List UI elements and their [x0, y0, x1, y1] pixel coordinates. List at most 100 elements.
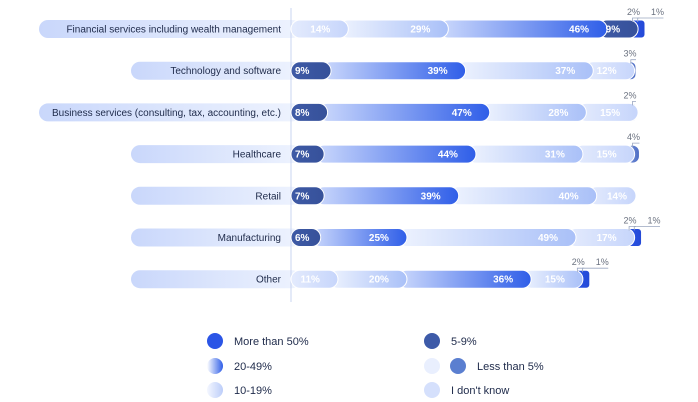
legend: More than 50% 5-9% 20-49% Less than 5% 10-19…	[207, 333, 544, 398]
bar-segment-5-9	[290, 144, 325, 164]
data-label: 15%	[597, 150, 617, 161]
category-pill	[131, 145, 301, 164]
category-label: Other	[256, 275, 282, 286]
data-label: 20%	[369, 275, 389, 286]
data-label: 17%	[597, 233, 617, 244]
bar-segment-5-9	[290, 102, 329, 122]
data-label: 9%	[606, 25, 621, 36]
callout-leader	[633, 226, 660, 231]
data-label: 7%	[295, 150, 310, 161]
callout-leader	[632, 142, 640, 148]
legend-swatch	[207, 382, 223, 398]
legend-label: 5-9%	[451, 336, 477, 348]
callout-label: 2%	[627, 7, 640, 17]
data-label: 39%	[421, 191, 441, 202]
callout-label: 2%	[623, 216, 636, 226]
legend-swatch	[207, 358, 223, 374]
data-label: 6%	[295, 233, 310, 244]
legend-swatch	[207, 333, 223, 349]
bar-row-business-services-consulting-tax-accounting-etc: 8% 47% 28% 15%2%	[290, 90, 639, 122]
category-label: Financial services including wealth mana…	[66, 25, 281, 36]
legend-item-i-don-t-know: I don't know	[424, 382, 509, 398]
legend-label: 10-19%	[234, 385, 272, 397]
bar-row-financial-services-including-wealth-management: 14% 29% 46% 9% 2% 1%	[290, 7, 664, 39]
data-label: 31%	[545, 150, 565, 161]
callout-leader	[637, 17, 664, 22]
callout-leader	[630, 59, 636, 64]
category-pill	[131, 186, 301, 205]
data-label: 15%	[545, 275, 565, 286]
legend-swatch	[424, 382, 440, 398]
callout-leader	[632, 17, 640, 22]
bar-segment-10-19	[338, 19, 449, 39]
bar-segment-i-don-t-know	[290, 269, 339, 289]
legend-label: More than 50%	[234, 336, 309, 348]
category-label: Retail	[255, 191, 281, 202]
data-label: 47%	[452, 108, 472, 119]
data-label: 9%	[295, 66, 310, 77]
bar-segment-10-19	[480, 102, 587, 122]
data-label: 44%	[438, 150, 458, 161]
bar-row-retail: 7% 39% 40% 14%	[290, 186, 637, 206]
data-label: 15%	[600, 108, 620, 119]
data-label: 46%	[569, 25, 589, 36]
callout-label: 1%	[651, 7, 664, 17]
callout-leader	[576, 267, 585, 273]
category-label: Manufacturing	[218, 233, 281, 244]
category-label: Healthcare	[233, 150, 282, 161]
data-label: 8%	[295, 108, 310, 119]
bar-row-manufacturing: 6% 25% 49% 17% 2% 1%	[290, 216, 661, 247]
callout-label: 2%	[623, 90, 636, 100]
bars: 14% 29% 46% 9%2% 1%9% 39% 37% 12%3%8% 47% 28% 15%2…	[290, 7, 664, 289]
callout-label: 3%	[623, 49, 636, 59]
legend-item-10-19: 10-19%	[207, 382, 272, 398]
legend-swatch	[450, 358, 466, 374]
category-label: Technology and software	[170, 66, 281, 77]
data-label: 11%	[300, 275, 320, 286]
category-pill	[39, 103, 301, 122]
callout-leader	[628, 226, 636, 231]
category-label: Business services (consulting, tax, acco…	[52, 108, 281, 119]
legend-item-5-9: 5-9%	[424, 333, 477, 349]
callout-leader	[632, 101, 636, 106]
callout-label: 4%	[627, 132, 640, 142]
legend-label: I don't know	[451, 385, 509, 397]
bar-segment-5-9	[290, 61, 332, 81]
bar-segment-5-9	[290, 186, 325, 206]
callout-label: 1%	[596, 257, 609, 267]
legend-item-20-49: 20-49%	[207, 358, 272, 374]
data-label: 7%	[295, 191, 310, 202]
legend-label: Less than 5%	[477, 361, 544, 373]
bar-segment-i-don-t-know	[290, 19, 349, 39]
category-pill	[39, 20, 301, 38]
callout-label: 1%	[647, 216, 660, 226]
legend-swatch	[424, 358, 440, 374]
legend-item-less-than-5: Less than 5%	[424, 358, 544, 374]
callout-label: 2%	[572, 257, 585, 267]
data-label: 12%	[597, 66, 617, 77]
data-label: 14%	[607, 191, 627, 202]
callout-leader	[582, 267, 609, 273]
category-pill	[131, 270, 301, 289]
bar-row-other: 11% 20% 36% 15% 2% 1%	[290, 257, 609, 289]
category-labels: Financial services including wealth mana…	[39, 20, 301, 289]
data-label: 25%	[369, 233, 389, 244]
bar-row-technology-and-software: 9% 39% 37% 12% 3%	[290, 49, 637, 81]
data-label: 37%	[555, 66, 575, 77]
legend-swatch	[424, 333, 440, 349]
data-label: 29%	[410, 25, 430, 36]
data-label: 40%	[559, 191, 579, 202]
bar-segment-10-19	[466, 144, 584, 164]
data-label: 14%	[310, 25, 330, 36]
data-label: 39%	[428, 66, 448, 77]
bar-row-healthcare: 7% 44% 31% 15% 4%	[290, 132, 640, 164]
data-label: 36%	[493, 275, 513, 286]
category-pill	[131, 61, 301, 80]
bar-segment-5-9	[290, 228, 322, 247]
bar-segment-20-49	[311, 228, 408, 247]
data-label: 28%	[548, 108, 568, 119]
legend-label: 20-49%	[234, 361, 272, 373]
data-label: 49%	[538, 233, 558, 244]
category-pill	[131, 228, 301, 247]
